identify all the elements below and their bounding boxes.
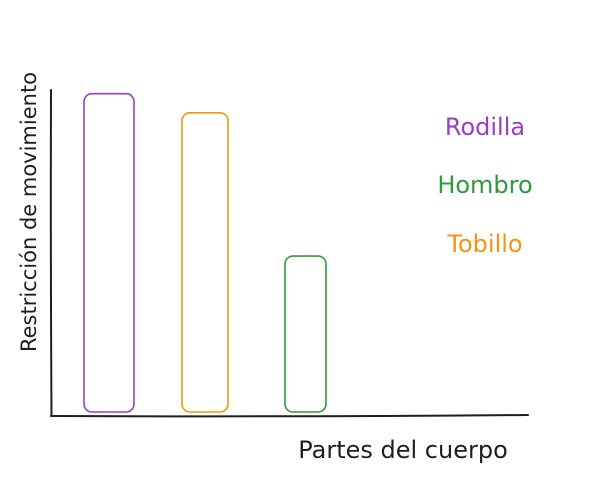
bar-tobillo xyxy=(181,111,229,413)
legend-label-tobillo: Tobillo xyxy=(446,230,522,258)
legend-label-hombro: Hombro xyxy=(437,171,532,199)
bar-rodilla xyxy=(83,92,135,413)
x-axis xyxy=(50,414,529,418)
x-axis-label: Partes del cuerpo xyxy=(298,436,508,464)
y-axis-label: Restricción de movimiento xyxy=(17,72,41,352)
legend-label-rodilla: Rodilla xyxy=(445,113,525,141)
bars xyxy=(83,92,327,413)
axes xyxy=(49,89,529,418)
bar-hombro xyxy=(284,255,327,413)
legend: Rodilla Hombro Tobillo xyxy=(437,113,532,258)
y-axis xyxy=(49,89,53,417)
